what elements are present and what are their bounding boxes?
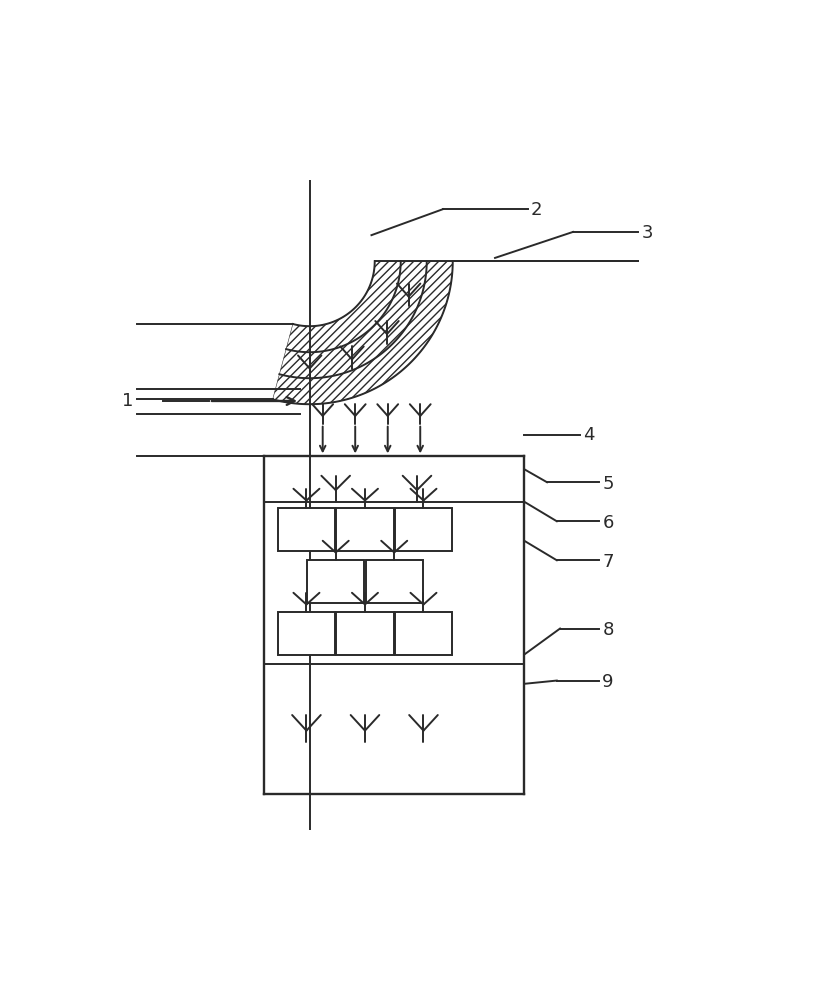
Bar	[307, 560, 364, 603]
Text: 1: 1	[122, 392, 133, 410]
Text: 8: 8	[602, 621, 613, 639]
Bar	[336, 612, 393, 655]
Bar	[336, 508, 393, 551]
Bar	[278, 612, 335, 655]
Bar	[395, 612, 452, 655]
Text: 5: 5	[602, 475, 614, 493]
Text: 6: 6	[602, 514, 613, 532]
Text: 3: 3	[641, 224, 653, 242]
Text: 9: 9	[602, 673, 614, 691]
Text: 7: 7	[602, 553, 614, 571]
Bar	[278, 508, 335, 551]
Bar	[395, 508, 452, 551]
Text: 4: 4	[583, 426, 594, 444]
Text: 2: 2	[531, 201, 542, 219]
Bar	[366, 560, 423, 603]
